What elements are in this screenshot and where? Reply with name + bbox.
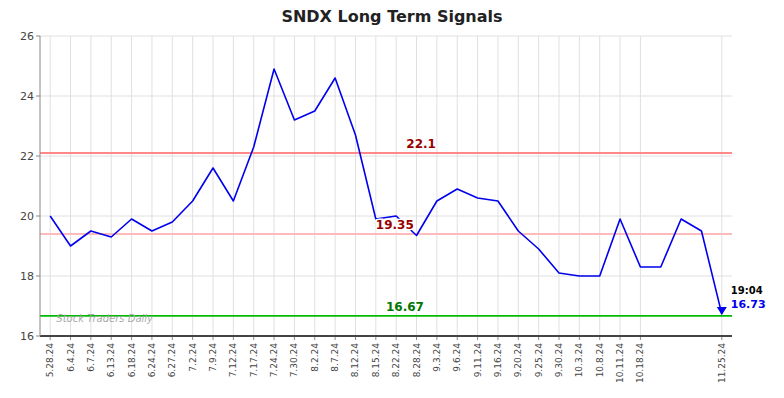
tick-label: 6.27.24 — [167, 343, 177, 378]
tick — [36, 216, 40, 217]
reference-label: 16.67 — [386, 300, 424, 314]
tick-label: 7.24.24 — [269, 343, 279, 378]
grid-line — [579, 36, 580, 336]
grid-line — [192, 36, 193, 336]
line — [50, 69, 722, 314]
reference-label: 22.1 — [406, 137, 436, 151]
grid-line — [355, 36, 356, 336]
tick-label: 26 — [20, 30, 34, 43]
grid-line — [436, 36, 437, 336]
tick-label: 8.2.24 — [310, 343, 320, 372]
grid-line — [640, 36, 641, 336]
tick-label: 18 — [20, 270, 34, 283]
watermark: Stock Traders Daily — [56, 313, 154, 324]
grid-line — [538, 36, 539, 336]
grid-line — [233, 36, 234, 336]
tick-label: 8.7.24 — [330, 343, 340, 372]
grid-line — [477, 36, 478, 336]
grid-line — [40, 216, 732, 217]
grid-line — [294, 36, 295, 336]
grid-line — [599, 36, 600, 336]
tick-label: 5.28.24 — [45, 343, 55, 378]
tick-label: 10.8.24 — [595, 343, 605, 378]
tick-label: 8.28.24 — [412, 343, 422, 378]
grid-line — [497, 36, 498, 336]
grid-line — [314, 36, 315, 336]
tick-label: 9.25.24 — [534, 343, 544, 378]
grid-line — [40, 96, 732, 97]
grid-line — [721, 36, 722, 336]
reference-line — [40, 152, 732, 154]
title: SNDX Long Term Signals — [281, 7, 502, 26]
tick-label: 9.6.24 — [452, 343, 462, 372]
tick-label: 9.11.24 — [473, 343, 483, 378]
grid-line — [40, 156, 732, 157]
grid-line — [375, 36, 376, 336]
x-axis — [40, 335, 732, 337]
tick-label: 9.30.24 — [554, 343, 564, 378]
grid-line — [457, 36, 458, 336]
tick-label: 10.18.24 — [635, 343, 645, 383]
grid-line — [559, 36, 560, 336]
tick-label: 8.22.24 — [391, 343, 401, 378]
grid-line — [416, 36, 417, 336]
tick-label: 6.13.24 — [106, 343, 116, 378]
tick-label: 6.7.24 — [86, 343, 96, 372]
grid-line — [40, 36, 732, 37]
grid-line — [213, 36, 214, 336]
plot-area — [40, 69, 732, 316]
tick-label: 6.18.24 — [127, 343, 137, 378]
background — [0, 0, 784, 398]
grid-line — [111, 36, 112, 336]
annotation: 16.73 — [731, 298, 766, 311]
tick — [36, 336, 40, 337]
grid-line — [620, 36, 621, 336]
grid-line — [90, 36, 91, 336]
chart: SNDX Long Term Signals 16 18 20 22 24 26 5.28.2… — [0, 0, 784, 398]
tick-label: 8.12.24 — [350, 343, 360, 378]
reference-line — [40, 233, 732, 235]
y-axis — [40, 36, 41, 336]
tick-label: 22 — [20, 150, 34, 163]
tick-label: 10.3.24 — [574, 343, 584, 378]
grid — [40, 36, 732, 336]
tick-label: 7.12.24 — [228, 343, 238, 378]
grid-line — [40, 336, 732, 337]
grid-line — [274, 36, 275, 336]
grid-line — [396, 36, 397, 336]
grid-line — [50, 36, 51, 336]
grid-line — [70, 36, 71, 336]
tick — [36, 156, 40, 157]
tick-label: 24 — [20, 90, 34, 103]
grid-line — [518, 36, 519, 336]
tick-label: 9.3.24 — [432, 343, 442, 372]
tick-label: 7.2.24 — [188, 343, 198, 372]
tick-label: 8.15.24 — [371, 343, 381, 378]
tick-label: 6.4.24 — [66, 343, 76, 372]
tick-label: 7.9.24 — [208, 343, 218, 372]
tick-label: 7.17.24 — [249, 343, 259, 378]
annotation: 19:04 — [731, 285, 763, 296]
grid-line — [172, 36, 173, 336]
tick-label: 9.16.24 — [493, 343, 503, 378]
grid-line — [253, 36, 254, 336]
grid-line — [131, 36, 132, 336]
tick-label: 6.24.24 — [147, 343, 157, 378]
tick-label: 7.30.24 — [289, 343, 299, 378]
tick-label: 9.20.24 — [513, 343, 523, 378]
tick-label: 20 — [20, 210, 34, 223]
grid-line — [151, 36, 152, 336]
reference-label: 19.35 — [376, 218, 414, 232]
tick — [36, 96, 40, 97]
tick — [36, 276, 40, 277]
tick-label: 11.25.24 — [717, 343, 727, 383]
tick-label: 10.11.24 — [615, 343, 625, 383]
tick-label: 16 — [20, 330, 34, 343]
tick — [36, 36, 40, 37]
last-point-marker — [717, 307, 727, 315]
grid-line — [40, 276, 732, 277]
